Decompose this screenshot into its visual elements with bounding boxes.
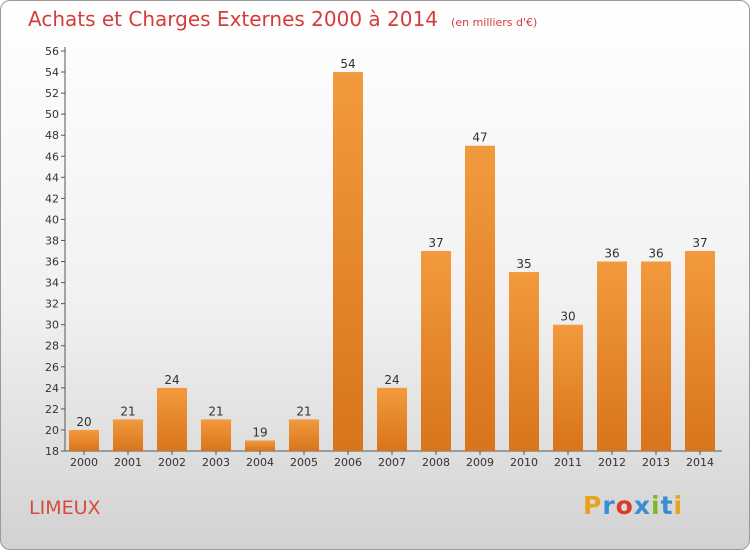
y-tick-label: 48 [45,129,59,142]
y-tick-label: 20 [45,424,59,437]
logo-letter: r [602,491,616,520]
logo-letter: t [660,491,674,520]
y-tick-label: 22 [45,403,59,416]
data-label: 54 [340,57,355,71]
y-tick-label: 52 [45,87,59,100]
x-tick-label: 2011 [554,456,582,469]
data-label: 37 [428,236,443,250]
bar [421,251,451,451]
x-tick-label: 2006 [334,456,362,469]
logo-letter: i [651,491,661,520]
bar [597,261,627,451]
y-tick-label: 26 [45,361,59,374]
y-tick-label: 50 [45,108,59,121]
bar [509,272,539,451]
logo-letter: o [615,491,634,520]
x-tick-label: 2012 [598,456,626,469]
y-tick-label: 36 [45,256,59,269]
y-tick-label: 46 [45,150,59,163]
bar [685,251,715,451]
bar [113,419,143,451]
bar [553,324,583,451]
x-tick-label: 2005 [290,456,318,469]
x-tick-label: 2013 [642,456,670,469]
x-tick-label: 2002 [158,456,186,469]
x-tick-label: 2008 [422,456,450,469]
logo-letter: x [633,491,651,520]
bar [377,387,407,451]
bar [245,440,275,451]
data-label: 47 [472,131,487,145]
bar [641,261,671,451]
logo-letter: P [583,491,603,520]
data-label: 24 [384,373,399,387]
logo-letter: i [673,491,684,520]
data-label: 21 [208,404,223,418]
x-tick-label: 2003 [202,456,230,469]
y-tick-label: 30 [45,319,59,332]
x-tick-label: 2007 [378,456,406,469]
y-tick-label: 44 [45,171,59,184]
data-label: 20 [76,415,91,429]
data-label: 35 [516,257,531,271]
y-tick-label: 34 [45,277,59,290]
x-tick-label: 2014 [686,456,714,469]
bar [465,145,495,451]
bar [69,429,99,451]
bar [333,72,363,451]
y-tick-label: 32 [45,298,59,311]
place-name: LIMEUX [29,497,101,519]
x-tick-label: 2004 [246,456,274,469]
data-label: 21 [296,404,311,418]
data-label: 21 [120,404,135,418]
unit-label: (en milliers d'€) [451,16,538,29]
bar [201,419,231,451]
data-label: 19 [252,425,267,439]
y-tick-label: 54 [45,66,59,79]
x-tick-label: 2000 [70,456,98,469]
chart-title: Achats et Charges Externes 2000 à 2014 (… [28,7,537,31]
y-tick-label: 38 [45,234,59,247]
y-tick-label: 24 [45,382,59,395]
data-label: 36 [604,247,619,261]
x-tick-label: 2001 [114,456,142,469]
data-label: 37 [692,236,707,250]
x-tick-label: 2009 [466,456,494,469]
title-text: Achats et Charges Externes 2000 à 2014 [28,7,438,31]
y-tick-label: 40 [45,213,59,226]
proxiti-logo[interactable]: Proxiti [583,491,683,520]
bar [289,419,319,451]
data-label: 24 [164,373,179,387]
y-tick-label: 18 [45,445,59,458]
x-tick-label: 2010 [510,456,538,469]
y-tick-label: 56 [45,45,59,58]
y-tick-label: 28 [45,340,59,353]
bar [157,387,187,451]
data-label: 30 [560,310,575,324]
y-tick-label: 42 [45,192,59,205]
data-label: 36 [648,247,663,261]
